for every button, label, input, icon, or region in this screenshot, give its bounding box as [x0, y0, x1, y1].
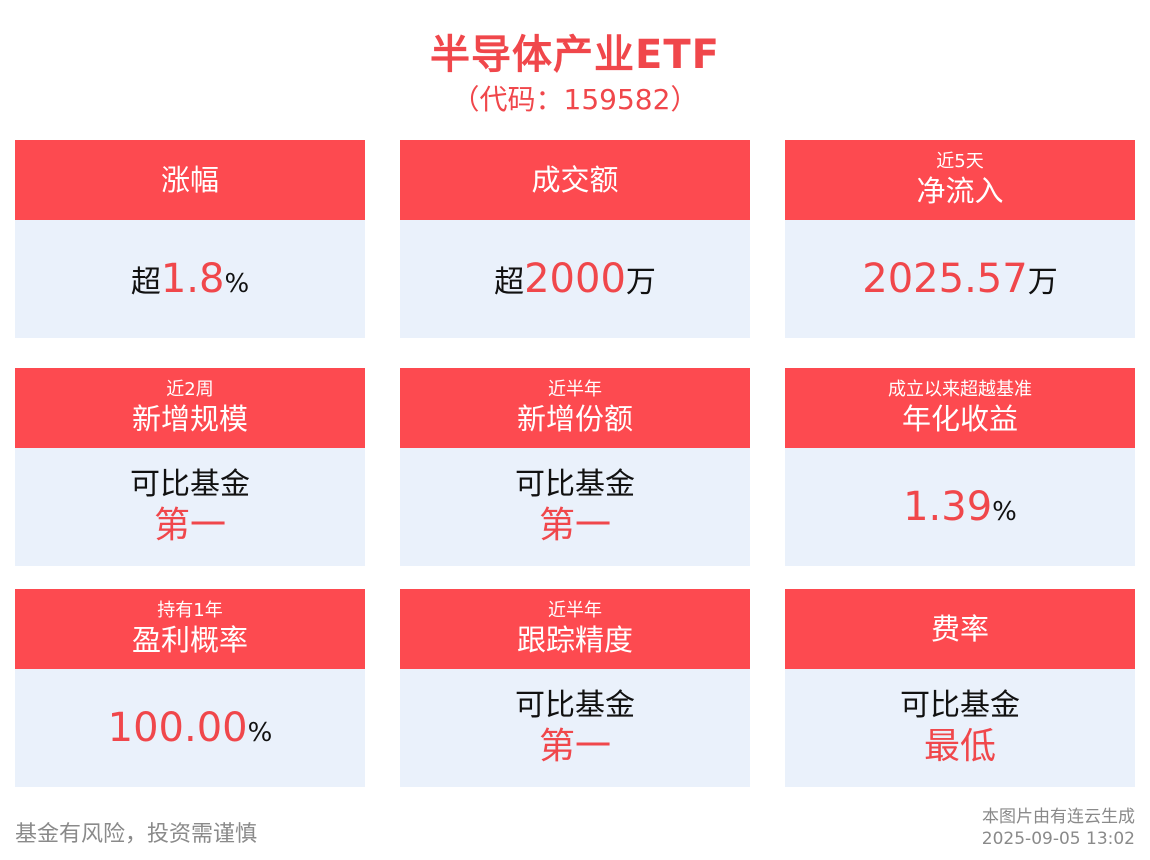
card-header: 近2周 新增规模	[15, 368, 365, 448]
card-turnover: 成交额 超2000万	[400, 140, 750, 338]
card-label: 盈利概率	[131, 623, 248, 657]
card-period: 近半年	[548, 379, 602, 400]
card-tracking-accuracy: 近半年 跟踪精度 可比基金 第一	[400, 589, 750, 787]
card-header: 涨幅	[15, 140, 365, 220]
value-suffix: %	[992, 497, 1017, 527]
value-suffix: %	[224, 269, 250, 299]
value-number: 2000	[524, 256, 626, 302]
card-label: 跟踪精度	[516, 623, 633, 657]
card-label: 新增份额	[516, 402, 633, 436]
card-period: 成立以来超越基准	[888, 379, 1032, 400]
page-title: 半导体产业ETF	[430, 32, 720, 78]
card-label: 净流入	[916, 174, 1004, 208]
card-value: 可比基金 最低	[785, 669, 1135, 787]
rank-prefix: 可比基金	[130, 467, 250, 502]
card-header: 近半年 跟踪精度	[400, 589, 750, 669]
card-label: 成交额	[531, 163, 619, 197]
card-value: 2025.57万	[785, 220, 1135, 338]
card-value: 可比基金 第一	[15, 448, 365, 566]
card-period: 持有1年	[157, 600, 223, 621]
card-header: 成交额	[400, 140, 750, 220]
rank-value: 第一	[153, 505, 226, 546]
card-header: 费率	[785, 589, 1135, 669]
card-label: 费率	[930, 612, 989, 646]
card-period: 近半年	[548, 600, 602, 621]
card-value: 可比基金 第一	[400, 669, 750, 787]
value-prefix: 超	[494, 265, 525, 300]
rank-prefix: 可比基金	[900, 688, 1020, 723]
card-annual-return: 成立以来超越基准 年化收益 1.39%	[785, 368, 1135, 566]
value-number: 1.8	[160, 256, 225, 302]
card-label: 新增规模	[131, 402, 248, 436]
value-number: 100.00	[107, 705, 248, 751]
card-label: 年化收益	[901, 402, 1018, 436]
card-period: 近5天	[936, 151, 984, 172]
card-value: 超1.8%	[15, 220, 365, 338]
risk-disclaimer: 基金有风险，投资需谨慎	[15, 822, 258, 847]
rank-value: 第一	[538, 505, 611, 546]
rank-prefix: 可比基金	[515, 467, 635, 502]
value-suffix: 万	[1027, 265, 1058, 300]
card-header: 近5天 净流入	[785, 140, 1135, 220]
card-header: 成立以来超越基准 年化收益	[785, 368, 1135, 448]
value-number: 1.39	[903, 484, 993, 530]
card-value: 可比基金 第一	[400, 448, 750, 566]
value-prefix: 超	[130, 265, 161, 300]
generation-info: 本图片由有连云生成 2025-09-05 13:02	[982, 806, 1135, 850]
timestamp: 2025-09-05 13:02	[981, 829, 1135, 849]
card-new-shares: 近半年 新增份额 可比基金 第一	[400, 368, 750, 566]
card-fee-rate: 费率 可比基金 最低	[785, 589, 1135, 787]
rank-value: 最低	[923, 726, 996, 767]
card-header: 近半年 新增份额	[400, 368, 750, 448]
card-label: 涨幅	[160, 163, 219, 197]
source-note: 本图片由有连云生成	[982, 807, 1135, 827]
value-number: 2025.57	[862, 256, 1028, 302]
card-value: 100.00%	[15, 669, 365, 787]
card-profit-probability: 持有1年 盈利概率 100.00%	[15, 589, 365, 787]
card-header: 持有1年 盈利概率	[15, 589, 365, 669]
card-value: 超2000万	[400, 220, 750, 338]
card-price-change: 涨幅 超1.8%	[15, 140, 365, 338]
rank-prefix: 可比基金	[515, 688, 635, 723]
card-value: 1.39%	[785, 448, 1135, 566]
card-net-inflow: 近5天 净流入 2025.57万	[785, 140, 1135, 338]
fund-code: （代码：159582）	[451, 83, 699, 116]
value-suffix: %	[247, 718, 273, 748]
card-period: 近2周	[166, 379, 214, 400]
value-suffix: 万	[625, 265, 656, 300]
card-new-scale: 近2周 新增规模 可比基金 第一	[15, 368, 365, 566]
rank-value: 第一	[538, 726, 611, 767]
